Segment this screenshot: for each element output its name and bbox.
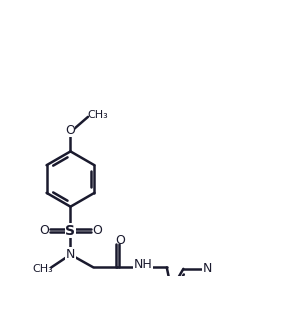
Text: NH: NH bbox=[133, 258, 152, 271]
Text: N: N bbox=[66, 248, 75, 261]
Text: O: O bbox=[92, 224, 102, 237]
Text: O: O bbox=[39, 224, 49, 237]
Text: S: S bbox=[66, 224, 76, 238]
Text: N: N bbox=[203, 262, 212, 275]
Text: CH₃: CH₃ bbox=[88, 110, 108, 120]
Text: O: O bbox=[66, 124, 75, 137]
Text: CH₃: CH₃ bbox=[33, 264, 53, 274]
Text: O: O bbox=[115, 234, 125, 247]
